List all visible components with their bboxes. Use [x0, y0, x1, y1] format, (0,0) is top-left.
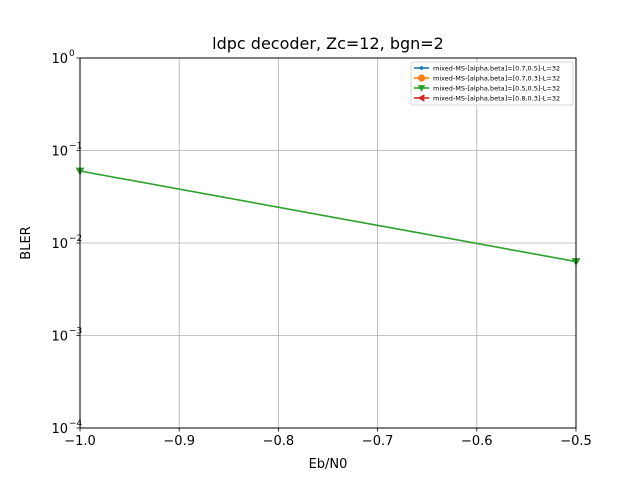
y-tick-exponent: −2	[69, 234, 82, 244]
y-tick-label: 10	[51, 422, 68, 437]
legend-item: mixed-MS-[alpha,beta]=[0.7,0.5]-L=32	[414, 64, 560, 72]
legend-swatch-marker	[419, 66, 424, 70]
y-tick-exponent: −4	[69, 419, 83, 429]
legend-label: mixed-MS-[alpha,beta]=[0.7,0.3]-L=32	[433, 74, 560, 82]
y-tick-label: 10	[51, 237, 68, 252]
y-axis-title: BLER	[19, 226, 34, 259]
x-tick-label: −1.0	[64, 434, 96, 449]
legend-label: mixed-MS-[alpha,beta]=[0.8,0.3]-L=32	[433, 94, 560, 102]
y-tick-label: 10	[51, 330, 68, 345]
x-tick-label: −0.8	[263, 434, 295, 449]
x-tick-label: −0.6	[461, 434, 493, 449]
y-tick-exponent: −3	[69, 327, 82, 337]
x-axis-title: Eb/N0	[309, 457, 348, 472]
series-line	[79, 170, 577, 263]
y-tick-label: 10	[51, 52, 68, 67]
legend-item: mixed-MS-[alpha,beta]=[0.5,0.5]-L=32	[414, 84, 560, 92]
chart-title: ldpc decoder, Zc=12, bgn=2	[212, 34, 444, 53]
legend-swatch-marker	[417, 85, 426, 92]
legend: mixed-MS-[alpha,beta]=[0.7,0.5]-L=32 mixe…	[410, 61, 574, 106]
x-tick-label: −0.5	[560, 434, 592, 449]
legend-label: mixed-MS-[alpha,beta]=[0.5,0.5]-L=32	[433, 84, 560, 92]
legend-label: mixed-MS-[alpha,beta]=[0.7,0.5]-L=32	[433, 64, 560, 72]
x-tick-label: −0.9	[163, 434, 195, 449]
y-tick-exponent: 0	[69, 49, 75, 59]
x-axis: −1.0 −0.9 −0.8 −0.7 −0.6 −0.5	[64, 428, 592, 449]
legend-item: mixed-MS-[alpha,beta]=[0.7,0.3]-L=32	[414, 74, 560, 82]
legend-item: mixed-MS-[alpha,beta]=[0.8,0.3]-L=32	[414, 94, 560, 102]
legend-swatch-marker	[417, 94, 425, 102]
plot-area	[75, 57, 581, 429]
x-tick-label: −0.7	[362, 434, 394, 449]
y-tick-exponent: −1	[69, 142, 82, 152]
legend-frame	[410, 61, 574, 106]
legend-swatch-marker	[417, 74, 426, 82]
y-tick-label: 10	[51, 145, 68, 160]
